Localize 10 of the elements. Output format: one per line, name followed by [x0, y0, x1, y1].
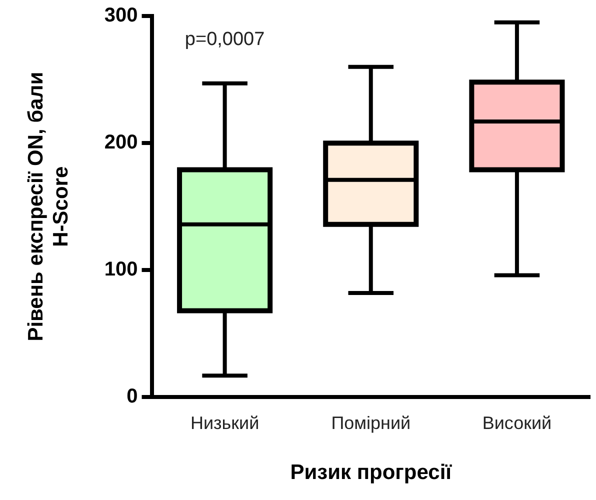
x-tick-label: Високий [482, 412, 552, 433]
y-tick-label: 0 [126, 386, 138, 408]
y-axis-title: Рівень експресії ON, бали H-Score [24, 72, 73, 342]
y-tick-label: 300 [104, 4, 138, 27]
y-tick-label: 100 [104, 258, 138, 281]
x-tick-label: Низький [190, 412, 260, 433]
x-tick-label: Помірний [331, 412, 411, 433]
y-tick-label: 200 [104, 132, 138, 154]
x-axis-title: Ризик прогресії [290, 461, 453, 484]
annotation: p=0,0007 [184, 29, 265, 50]
